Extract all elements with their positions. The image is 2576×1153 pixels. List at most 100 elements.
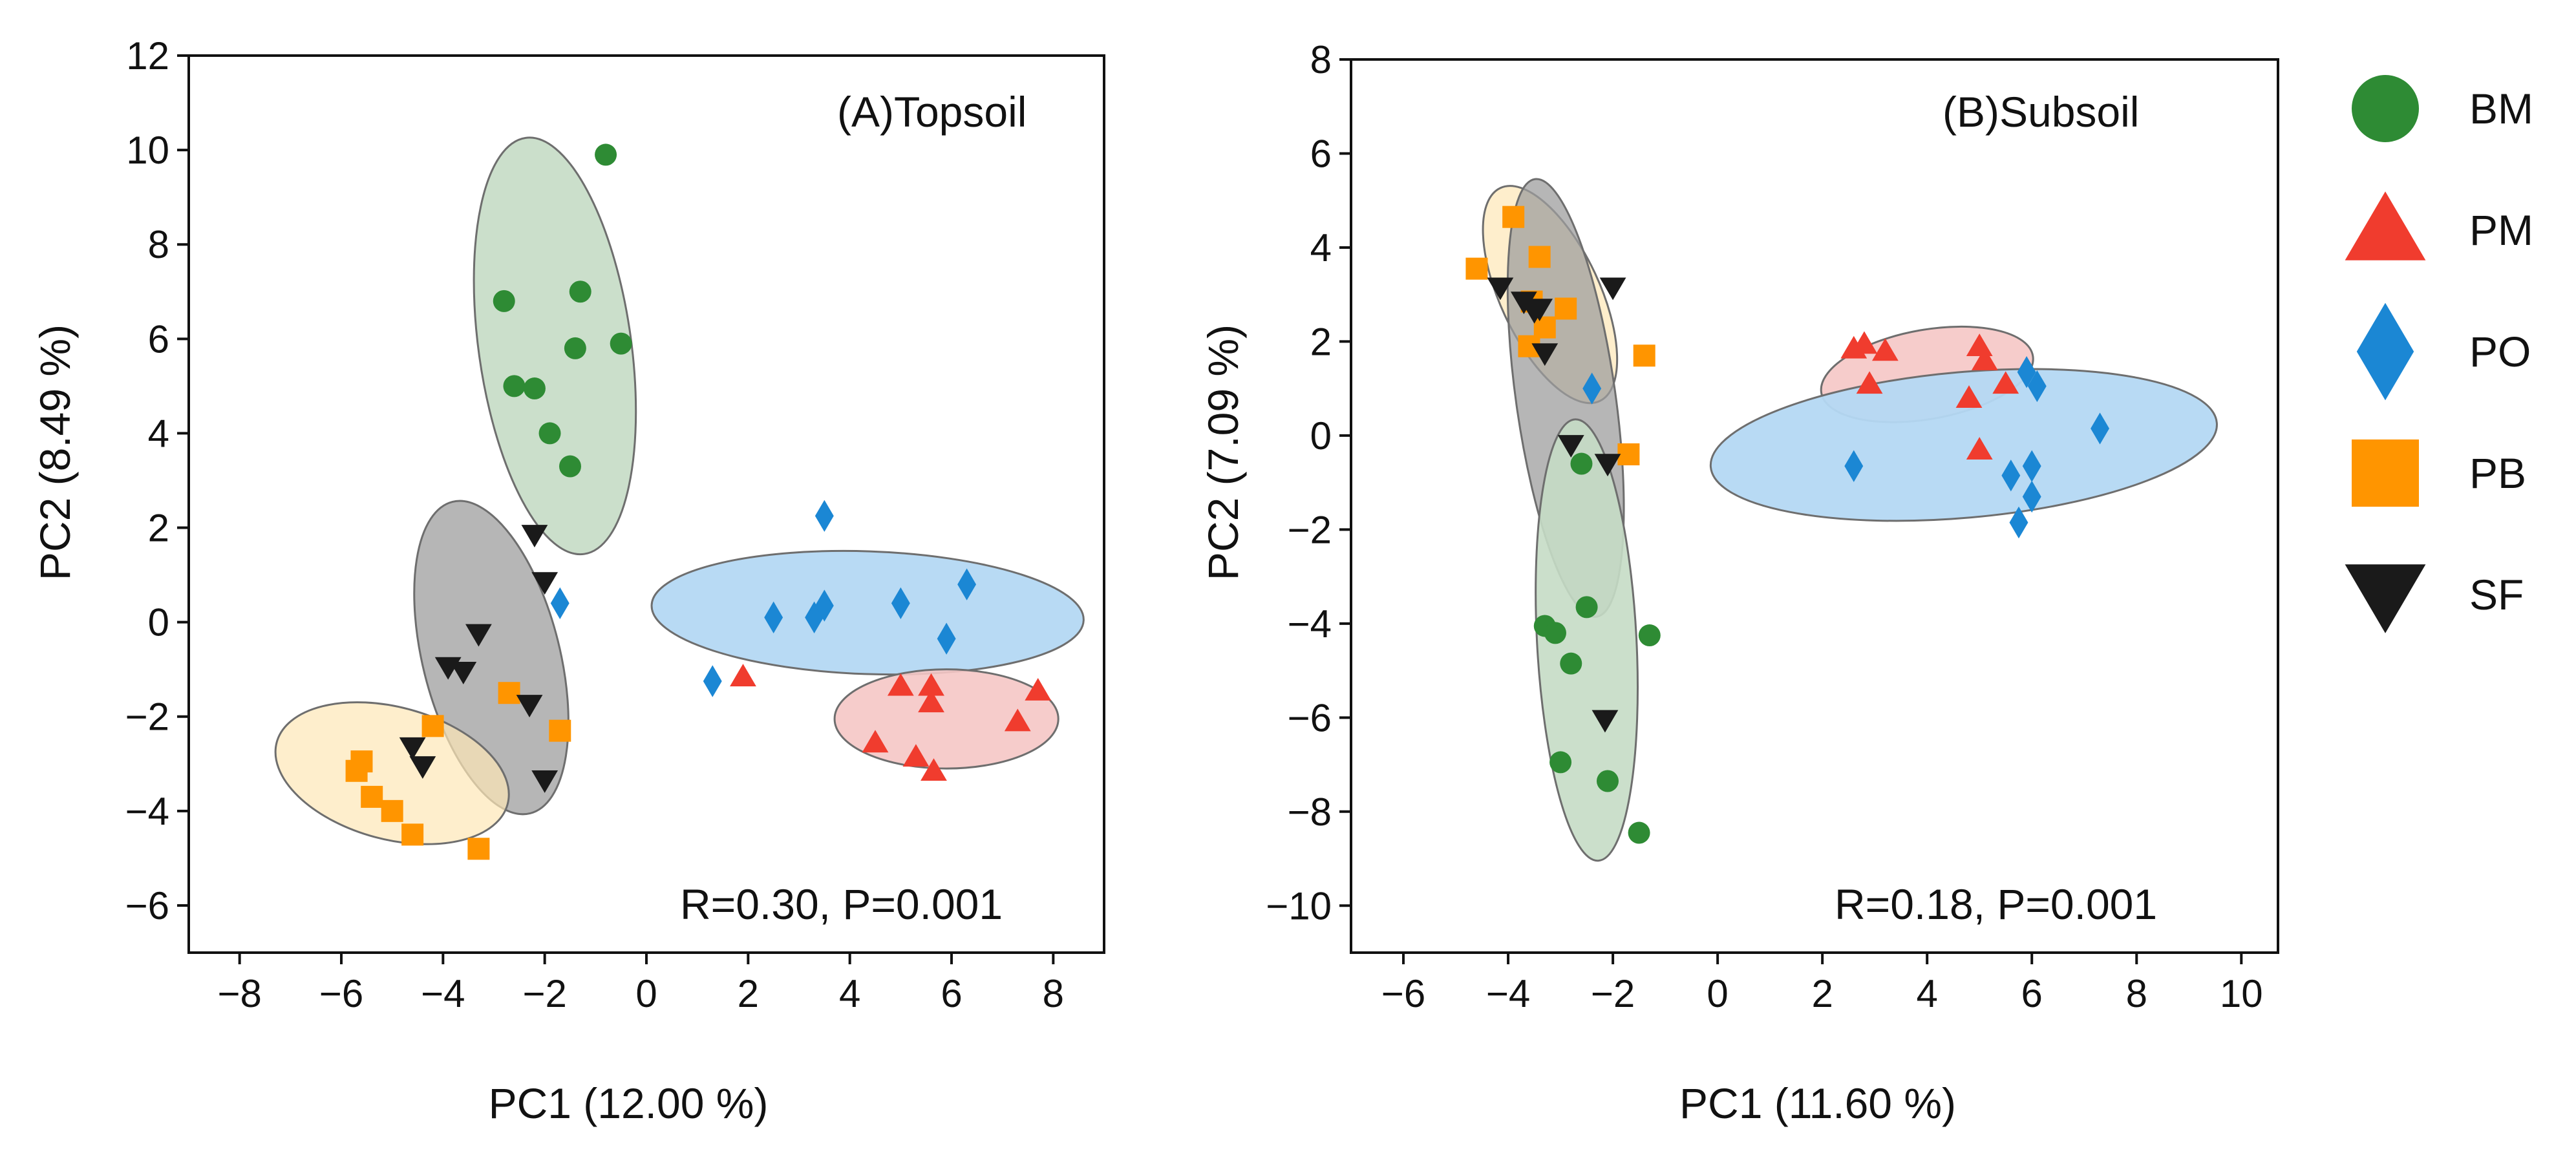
panel-title-topsoil: (A)Topsoil	[837, 88, 1027, 136]
data-point-bm	[493, 290, 515, 312]
data-point-bm	[569, 280, 591, 303]
data-point-bm	[523, 377, 546, 400]
data-point-po	[1844, 450, 1864, 482]
data-point-pm	[862, 730, 889, 753]
data-point-po	[2022, 480, 2041, 513]
data-point-pb	[350, 750, 373, 773]
data-point-pm	[1025, 678, 1052, 701]
chart-panel-subsoil: −6 −4 −2 0 2 4 6 8 10 −10 −8 −6 −4 −2 0 2 4 6 8 (B)Subsoi…	[1199, 38, 2279, 1127]
data-point-pb	[1633, 344, 1655, 367]
x-tick-label: −8	[217, 972, 261, 1015]
y-tick-label: −4	[1288, 602, 1332, 646]
data-point-po	[2001, 460, 2021, 492]
x-axis-label-topsoil: PC1 (12.00 %)	[489, 1079, 769, 1127]
data-point-po	[937, 622, 956, 655]
data-point-pm	[1955, 385, 1983, 408]
legend-label-sf: SF	[2469, 571, 2524, 619]
data-point-pb	[421, 715, 444, 737]
x-tick-label: −2	[1591, 972, 1635, 1015]
y-tick-label: 8	[1310, 38, 1332, 81]
y-tick-label: 6	[1310, 132, 1332, 175]
x-ticks-subsoil: −6 −4 −2 0 2 4 6 8 10	[1381, 953, 2263, 1015]
data-point-sf	[531, 572, 559, 595]
y-tick-label: −2	[1288, 508, 1332, 551]
data-point-pm	[921, 758, 947, 781]
data-point-bm	[1628, 821, 1650, 844]
data-point-sf	[531, 770, 559, 793]
data-point-pm	[918, 673, 944, 696]
data-point-sf	[1557, 435, 1584, 458]
legend-label-bm: BM	[2469, 85, 2533, 132]
data-point-pb	[381, 799, 403, 822]
legend-label-po: PO	[2469, 328, 2531, 376]
data-point-pm	[1966, 437, 1993, 460]
x-ticks-topsoil: −8 −6 −4 −2 0 2 4 6 8	[217, 953, 1064, 1015]
ellipse-layer-subsoil	[1482, 178, 2218, 862]
data-point-bm	[610, 332, 632, 355]
data-point-pm	[730, 664, 756, 686]
data-point-sf	[1594, 454, 1621, 477]
y-tick-label: 0	[1310, 414, 1332, 458]
data-point-pm	[1004, 708, 1031, 732]
data-point-sf	[1599, 277, 1626, 301]
y-tick-label: −4	[125, 790, 169, 833]
y-tick-label: 8	[148, 223, 169, 266]
data-point-po	[805, 601, 824, 633]
data-point-pb	[1617, 443, 1640, 465]
data-point-po	[2091, 412, 2109, 445]
data-point-pm	[1856, 371, 1883, 394]
y-tick-label: −6	[125, 884, 169, 927]
x-tick-label: 8	[1043, 972, 1064, 1015]
y-tick-label: 4	[1310, 226, 1332, 270]
data-point-bm	[1544, 622, 1566, 644]
y-ticks-subsoil: −10 −8 −6 −4 −2 0 2 4 6 8	[1266, 38, 1351, 927]
x-tick-label: −2	[522, 972, 566, 1015]
stat-annotation-topsoil: R=0.30, P=0.001	[680, 880, 1003, 928]
data-point-pm	[902, 744, 930, 767]
point-layer-subsoil	[1465, 206, 2109, 844]
y-axis-label-subsoil: PC2 (7.09 %)	[1199, 324, 1247, 580]
ellipse-po	[650, 549, 1085, 676]
y-tick-label: 10	[126, 129, 169, 172]
x-tick-label: 10	[2220, 972, 2263, 1015]
data-point-sf	[409, 756, 436, 779]
ellipse-bm	[473, 136, 637, 556]
data-point-bm	[1638, 624, 1661, 647]
data-point-po	[814, 500, 834, 532]
data-point-sf	[516, 695, 543, 718]
ellipse-layer-topsoil	[274, 136, 1085, 845]
data-point-pm	[1992, 371, 2019, 394]
y-ticks-topsoil: −6 −4 −2 0 2 4 6 8 10 12	[125, 34, 189, 927]
x-tick-label: 2	[1811, 972, 1833, 1015]
stat-annotation-subsoil: R=0.18, P=0.001	[1835, 880, 2157, 928]
legend: BM PM PO PB SF	[2345, 75, 2533, 633]
data-point-sf	[465, 624, 492, 647]
data-point-bm	[559, 455, 581, 478]
data-point-sf	[399, 737, 426, 760]
data-point-po	[1582, 372, 1602, 405]
y-tick-label: 2	[1310, 320, 1332, 363]
ellipse-bm	[1535, 418, 1639, 862]
y-tick-label: 6	[148, 317, 169, 361]
legend-label-pb: PB	[2469, 449, 2526, 497]
y-tick-label: 2	[148, 507, 169, 550]
x-tick-label: 8	[2126, 972, 2147, 1015]
data-point-pb	[361, 785, 383, 808]
data-point-pb	[549, 719, 571, 742]
data-point-po	[891, 587, 910, 620]
y-tick-label: 0	[148, 601, 169, 644]
point-layer-topsoil	[345, 143, 1052, 860]
data-point-bm	[503, 375, 526, 397]
ellipse-pb	[274, 701, 510, 845]
panel-title-subsoil: (B)Subsoil	[1943, 88, 2139, 136]
data-point-bm	[564, 337, 586, 359]
y-tick-label: −6	[1288, 696, 1332, 739]
ellipse-po	[1709, 368, 2218, 522]
y-tick-label: −2	[125, 695, 169, 739]
x-tick-label: −4	[421, 972, 465, 1015]
data-point-pm	[1971, 347, 1998, 370]
data-point-pm	[918, 690, 944, 713]
data-point-pb	[1528, 246, 1551, 268]
data-point-sf	[1591, 710, 1619, 733]
